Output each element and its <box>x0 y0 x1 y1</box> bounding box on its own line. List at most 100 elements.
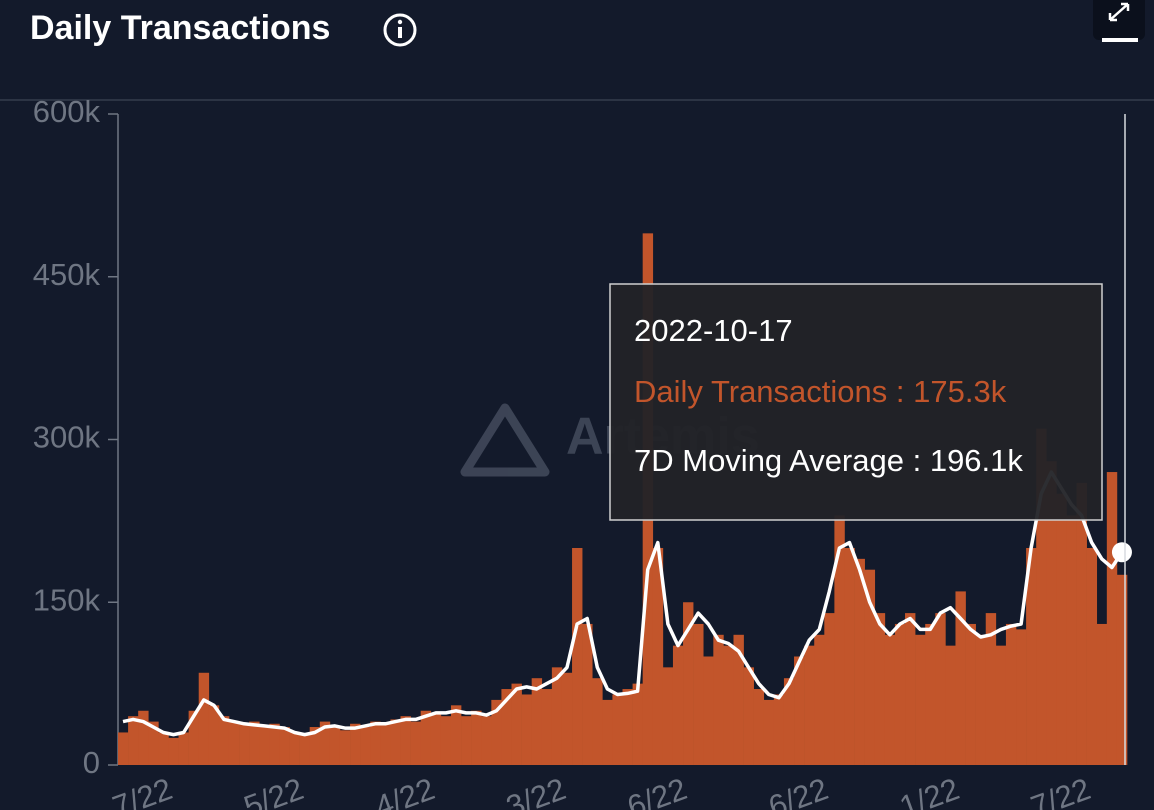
bar <box>168 737 179 765</box>
bar <box>380 723 391 765</box>
bar <box>753 689 765 765</box>
bar <box>703 656 714 765</box>
y-tick-label: 300k <box>33 420 101 455</box>
bar <box>511 683 522 765</box>
tooltip-line: 7D Moving Average : 196.1k <box>634 443 1023 478</box>
bar <box>834 515 845 765</box>
bar <box>672 645 684 765</box>
bar <box>208 705 220 765</box>
bar <box>481 716 492 765</box>
bar <box>1036 428 1047 765</box>
download-button[interactable] <box>1093 0 1145 42</box>
expand-icon <box>1108 2 1130 22</box>
chart-title: Daily Transactions <box>30 9 330 47</box>
y-tick-label: 150k <box>33 582 101 617</box>
bar <box>874 613 886 765</box>
bar <box>1026 548 1037 765</box>
bar <box>279 727 290 765</box>
bar <box>309 727 321 765</box>
bar <box>370 721 381 765</box>
bar <box>985 613 997 765</box>
bar <box>360 727 371 765</box>
bar <box>1096 623 1108 765</box>
bar <box>894 623 906 765</box>
bar <box>683 602 694 765</box>
bar <box>440 716 452 765</box>
bar <box>572 548 583 765</box>
bar <box>249 721 260 765</box>
moving-average-line <box>122 470 1124 737</box>
bar <box>239 723 250 765</box>
bar <box>1106 472 1118 765</box>
bar <box>450 705 462 765</box>
bar <box>965 623 976 765</box>
tooltip-series: Daily Transactions <box>634 374 887 409</box>
y-tick-label: 450k <box>33 257 101 292</box>
bar <box>390 719 401 765</box>
bar <box>228 721 240 765</box>
tooltip-separator: : <box>887 374 913 409</box>
info-icon[interactable] <box>383 13 417 47</box>
bar <box>471 710 482 765</box>
tooltip-box <box>609 283 1103 521</box>
bar <box>794 656 805 765</box>
bar <box>854 558 865 765</box>
bar <box>662 667 674 765</box>
bar <box>339 730 351 765</box>
bar <box>269 723 280 765</box>
bar <box>289 732 300 765</box>
y-tick-label: 600k <box>33 94 101 129</box>
bar <box>743 667 754 765</box>
bar <box>218 716 230 765</box>
bar <box>935 613 946 765</box>
bar <box>420 710 432 765</box>
download-bar <box>1102 38 1138 42</box>
bar <box>783 678 795 765</box>
bar <box>561 672 573 765</box>
info-stem <box>398 27 402 38</box>
bar <box>864 569 876 765</box>
bar <box>521 694 532 765</box>
bar <box>602 699 613 765</box>
bar <box>1086 548 1098 765</box>
bar <box>1076 482 1087 765</box>
bar <box>410 721 421 765</box>
bar <box>1046 461 1057 765</box>
bar <box>905 613 916 765</box>
bar <box>188 710 200 765</box>
bar <box>178 732 189 765</box>
bar <box>541 689 553 765</box>
watermark-logo <box>460 403 550 477</box>
tooltip: 2022-10-17 Daily Transactions : 175.3k 7… <box>609 283 1103 521</box>
bar <box>299 734 311 765</box>
bar <box>319 721 331 765</box>
tooltip-value: 196.1k <box>930 443 1024 478</box>
bar <box>632 683 643 765</box>
bar <box>773 694 785 765</box>
bar <box>824 613 835 765</box>
bar <box>713 634 724 765</box>
bar <box>491 699 502 765</box>
hover-point <box>1111 542 1132 563</box>
bar <box>915 634 926 765</box>
bar <box>925 623 936 765</box>
bar <box>118 732 129 765</box>
bar <box>551 667 563 765</box>
bar <box>975 634 987 765</box>
bar <box>501 689 512 765</box>
bar <box>612 694 623 765</box>
bar <box>884 634 896 765</box>
bar <box>1066 515 1077 765</box>
bar <box>259 727 270 765</box>
download-bg <box>1093 0 1145 40</box>
info-dot <box>397 19 403 25</box>
bar <box>531 678 543 765</box>
bar <box>1016 629 1027 765</box>
bar <box>733 634 744 765</box>
bar <box>814 634 825 765</box>
tooltip-value: 175.3k <box>913 374 1007 409</box>
bar <box>138 710 149 765</box>
tooltip-separator: : <box>904 443 930 478</box>
bar <box>198 672 210 765</box>
bar <box>1056 493 1067 765</box>
